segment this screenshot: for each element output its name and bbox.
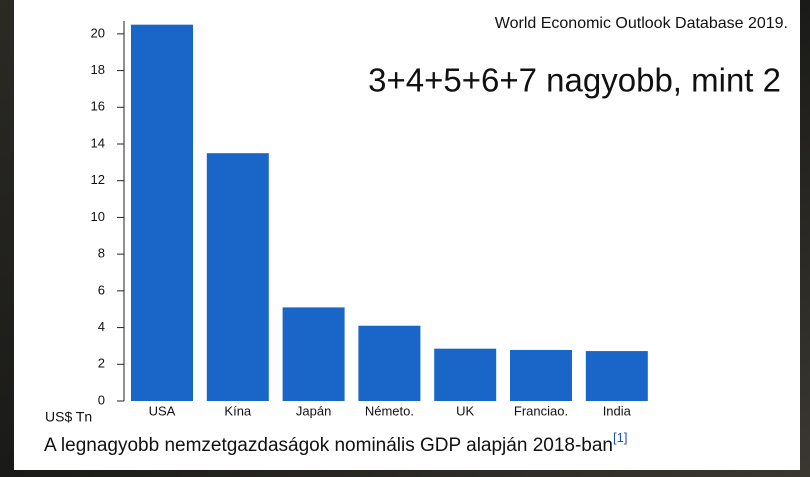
bar bbox=[585, 351, 648, 401]
caption-text: A legnagyobb nemzetgazdaságok nominális … bbox=[44, 435, 613, 456]
y-tick-label: 2 bbox=[98, 356, 105, 371]
y-tick-label: 6 bbox=[98, 282, 105, 297]
y-axis-label: US$ Tn bbox=[45, 409, 92, 425]
caption-note: [1] bbox=[613, 430, 627, 445]
y-tick-label: 0 bbox=[98, 392, 105, 407]
y-tick-label: 12 bbox=[91, 172, 105, 187]
bar bbox=[206, 153, 269, 401]
x-tick-label: USA bbox=[149, 403, 176, 418]
annotation: 3+4+5+6+7 nagyobb, mint 2 bbox=[368, 62, 781, 99]
bar bbox=[434, 348, 497, 401]
caption: A legnagyobb nemzetgazdaságok nominális … bbox=[44, 430, 627, 456]
x-tick-label: UK bbox=[456, 403, 474, 418]
x-tick-label: Kína bbox=[224, 403, 252, 418]
y-tick-label: 18 bbox=[91, 62, 105, 77]
y-tick-label: 14 bbox=[91, 135, 105, 150]
y-tick-label: 20 bbox=[91, 25, 105, 40]
x-tick-label: India bbox=[603, 403, 632, 418]
x-tick-label: Japán bbox=[296, 403, 331, 418]
x-tick-label: Franciao. bbox=[514, 403, 568, 418]
y-tick-label: 16 bbox=[91, 99, 105, 114]
y-tick-label: 4 bbox=[98, 319, 105, 334]
y-tick-label: 10 bbox=[91, 209, 105, 224]
bar bbox=[510, 349, 572, 401]
y-tick-label: 8 bbox=[98, 246, 105, 261]
bar bbox=[282, 307, 345, 401]
bar bbox=[131, 24, 193, 401]
bar bbox=[358, 325, 421, 401]
source-title: World Economic Outlook Database 2019. bbox=[495, 15, 788, 32]
x-tick-label: Németo. bbox=[365, 403, 414, 418]
